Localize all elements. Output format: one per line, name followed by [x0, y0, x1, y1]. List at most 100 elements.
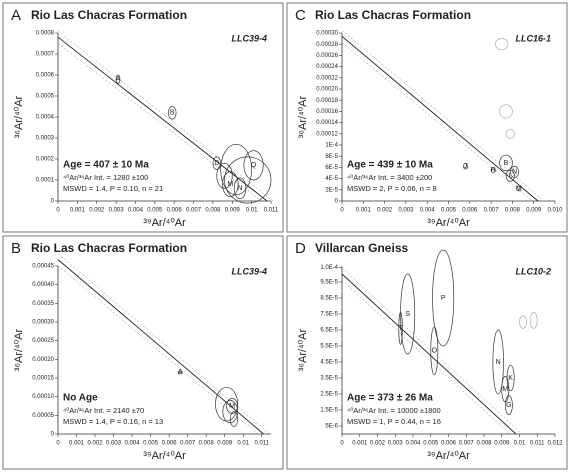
x-tick-label: 0.005 [441, 208, 457, 214]
error-ellipse [222, 400, 239, 424]
x-tick-label: 0.002 [89, 208, 105, 214]
error-ellipse [499, 154, 513, 172]
x-tick-label: 0.003 [398, 208, 414, 214]
panel-frame [286, 2, 568, 233]
error-ellipse [463, 163, 469, 170]
y-tick-label: 8.5E-5 [320, 296, 338, 302]
x-axis-label: ³⁹Ar/⁴⁰Ar [427, 217, 470, 229]
error-ellipse [499, 104, 513, 119]
x-tick-label: 0.006 [441, 441, 457, 447]
y-axis-label: ³⁶Ar/⁴⁰Ar [13, 328, 25, 371]
x-tick-label: 0.008 [476, 441, 492, 447]
panel-title: Rio Las Chacras Formation [31, 8, 187, 22]
confidence-envelope [341, 267, 523, 435]
isochron-line [57, 259, 264, 435]
point-label: G [506, 402, 511, 409]
x-tick-label: 0.001 [356, 208, 372, 214]
x-tick-label: 0.001 [70, 208, 86, 214]
point-label: M [227, 181, 233, 188]
y-tick-label: 0.00030 [316, 31, 338, 37]
y-axis-label: ³⁶Ar/⁴⁰Ar [13, 95, 25, 138]
y-tick-label: 3.5E-5 [320, 376, 338, 382]
x-tick-label: 0.011 [254, 441, 269, 447]
x-tick-label: 0.011 [530, 441, 545, 447]
x-tick-label: 0.01 [514, 441, 526, 447]
point-label: B [504, 160, 509, 167]
error-ellipse [400, 273, 416, 355]
error-ellipse [224, 156, 272, 204]
y-tick-label: 0.00018 [316, 98, 338, 104]
intercept: ⁴⁰Ar/³⁶Ar Int. = 1280 ±100 [63, 173, 148, 182]
confidence-envelope [341, 279, 511, 435]
age: Age = 439 ± 10 Ma [347, 160, 433, 171]
error-ellipse [233, 177, 247, 200]
age: No Age [63, 393, 98, 404]
error-ellipse [519, 315, 527, 329]
y-tick-label: 0.0003 [36, 136, 55, 142]
mswd: MSWD = 1.4, P = 0.10, n = 21 [63, 184, 163, 193]
intercept: ⁴⁰Ar/³⁶Ar Int. = 3400 ±200 [347, 173, 432, 182]
x-tick-label: 0.004 [128, 208, 144, 214]
x-axis-label: ³⁹Ar/⁴⁰Ar [143, 217, 186, 229]
y-tick-label: 9.5E-5 [320, 280, 338, 286]
x-tick-label: 0.003 [109, 208, 125, 214]
x-tick-label: 0.002 [377, 208, 393, 214]
error-ellipse [529, 312, 538, 329]
x-tick-label: 0.004 [125, 441, 141, 447]
y-tick-label: 2.5E-5 [320, 392, 338, 398]
mswd: MSWD = 1.4, P = 0.16, n = 13 [63, 417, 163, 426]
error-ellipse [115, 74, 121, 84]
x-axis-label: ³⁹Ar/⁴⁰Ar [143, 450, 186, 462]
sample-id: LLC16-1 [515, 33, 551, 43]
x-tick-label: 0.012 [547, 441, 563, 447]
point-label: P [441, 295, 446, 302]
y-axis-label: ³⁶Ar/⁴⁰Ar [297, 328, 309, 371]
y-tick-label: 8E-5 [325, 154, 338, 160]
error-ellipse [222, 171, 239, 198]
error-ellipse [505, 128, 515, 139]
y-tick-label: 0.0002 [36, 157, 55, 163]
x-tick-label: 0.011 [264, 208, 279, 214]
panel-frame [2, 235, 284, 470]
panel-title: Rio Las Chacras Formation [31, 241, 187, 255]
x-tick-label: 0.007 [459, 441, 475, 447]
y-tick-label: 0.00022 [316, 75, 338, 81]
x-tick-label: 0.008 [505, 208, 521, 214]
y-tick-label: 1.0E-4 [320, 265, 338, 271]
x-tick-label: 0.007 [484, 208, 500, 214]
error-ellipse [504, 395, 513, 416]
error-ellipse [506, 364, 515, 392]
y-tick-label: 0 [51, 432, 55, 438]
y-tick-label: 0.0007 [36, 52, 55, 58]
y-tick-label: 0.00014 [316, 120, 338, 126]
point-label: S [405, 311, 410, 318]
x-tick-label: 0 [56, 208, 60, 214]
y-tick-label: 0.0005 [36, 94, 55, 100]
intercept: ⁴⁰Ar/³⁶Ar Int. = 2140 ±70 [63, 406, 144, 415]
y-tick-label: 0.00016 [316, 109, 338, 115]
y-tick-label: 6E-5 [325, 165, 338, 171]
y-tick-label: 0.00035 [32, 301, 54, 307]
error-ellipse [229, 411, 239, 427]
x-tick-label: 0.008 [199, 441, 215, 447]
error-ellipse [430, 326, 439, 376]
x-tick-label: 0.005 [147, 208, 163, 214]
x-tick-label: 0.001 [352, 441, 368, 447]
x-tick-label: 0.006 [462, 208, 478, 214]
point-label: D [214, 160, 219, 167]
x-tick-label: 0.009 [494, 441, 510, 447]
point-label: J [464, 163, 468, 170]
y-tick-label: 0 [51, 199, 55, 205]
x-tick-label: 0.004 [405, 441, 421, 447]
point-label: N [237, 185, 242, 192]
error-ellipse [220, 143, 252, 196]
point-label: O [432, 348, 438, 355]
error-ellipse [509, 165, 520, 178]
error-ellipse [495, 38, 509, 51]
y-tick-label: 0.00026 [316, 53, 338, 59]
sample-id: LLC10-2 [515, 266, 551, 276]
isochron-line [341, 36, 539, 202]
error-ellipse [168, 106, 177, 120]
x-tick-label: 0 [340, 208, 344, 214]
x-tick-label: 0.01 [246, 208, 258, 214]
